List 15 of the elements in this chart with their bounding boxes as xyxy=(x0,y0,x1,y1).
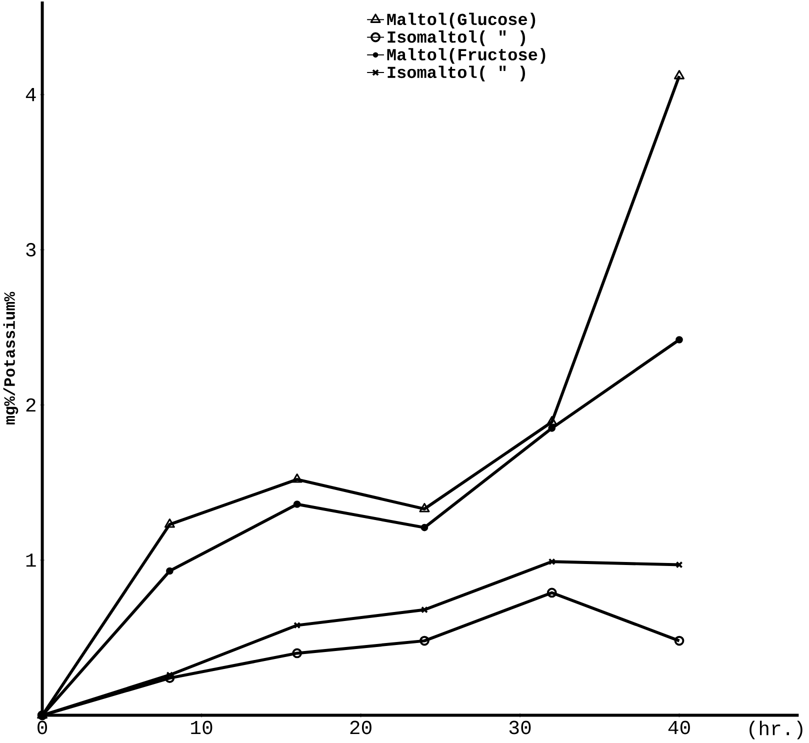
x-axis-title: (hr.) xyxy=(750,721,802,740)
legend-label: Isomaltol( " ) xyxy=(388,66,526,82)
y-tick-label: 3 xyxy=(26,243,36,257)
x-tick-label: 40 xyxy=(668,721,690,734)
y-tick-label: 4 xyxy=(26,88,36,102)
legend-label: Maltol(Fructose) xyxy=(387,48,546,64)
y-tick-label: 2 xyxy=(26,398,36,412)
x-tick-label: 30 xyxy=(509,721,531,734)
y-tick-label: 1 xyxy=(26,554,36,567)
x-tick-label: 10 xyxy=(191,721,212,734)
legend-label: Isomaltol( " ) xyxy=(388,30,526,46)
x-tick-label: 0 xyxy=(38,721,48,734)
legend-label: Maltol(Glucose) xyxy=(387,13,536,29)
x-tick-label: 20 xyxy=(350,721,372,734)
y-axis-title: mg%/Potassium% xyxy=(3,292,18,425)
